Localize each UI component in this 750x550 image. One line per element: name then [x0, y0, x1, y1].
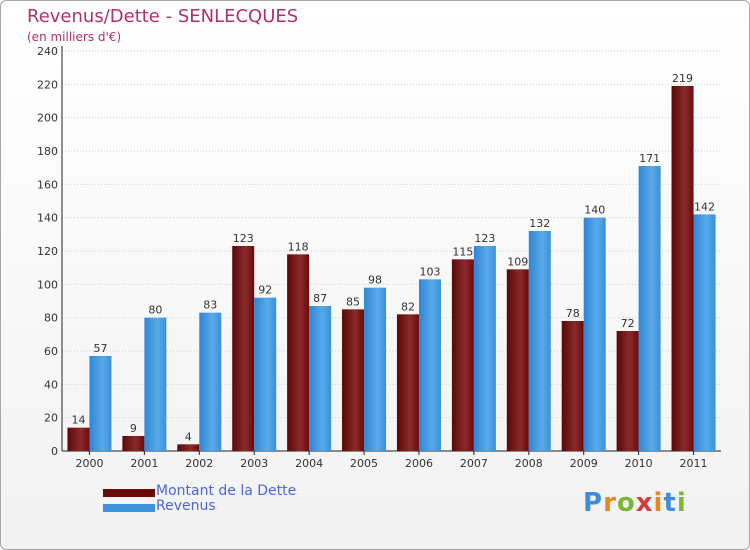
bar-dette — [671, 86, 694, 451]
data-label-dette: 82 — [401, 300, 415, 313]
x-tick-label: 2009 — [570, 457, 598, 470]
chart-title: Revenus/Dette - SENLECQUES — [27, 6, 299, 27]
data-label-dette: 123 — [233, 232, 254, 245]
data-label-dette: 109 — [507, 255, 528, 268]
bar-revenus — [89, 356, 112, 451]
x-tick-label: 2007 — [460, 457, 488, 470]
legend-label-revenus: Revenus — [156, 498, 216, 514]
data-label-dette: 4 — [185, 430, 192, 443]
y-tick-label: 200 — [37, 112, 58, 125]
legend-label-dette: Montant de la Dette — [156, 483, 297, 499]
bar-dette — [122, 436, 145, 451]
legend-swatch-dette — [103, 489, 155, 497]
x-tick-label: 2003 — [240, 457, 268, 470]
x-tick-label: 2001 — [130, 457, 158, 470]
x-tick-label: 2010 — [625, 457, 653, 470]
x-tick-label: 2000 — [75, 457, 103, 470]
y-tick-label: 100 — [37, 278, 58, 291]
x-tick-label: 2005 — [350, 457, 378, 470]
data-label-dette: 118 — [288, 240, 309, 253]
y-tick-label: 80 — [44, 312, 58, 325]
bar-dette — [561, 321, 584, 451]
bar-dette — [177, 444, 200, 451]
data-label-dette: 115 — [452, 245, 473, 258]
bar-revenus — [364, 287, 387, 451]
bar-dette — [232, 246, 255, 451]
data-label-revenus: 87 — [313, 292, 327, 305]
x-tick-label: 2006 — [405, 457, 433, 470]
bar-revenus — [309, 306, 332, 451]
x-tick-label: 2004 — [295, 457, 323, 470]
data-label-revenus: 142 — [694, 200, 715, 213]
bar-revenus — [693, 214, 716, 451]
bar-dette — [616, 331, 639, 451]
bar-revenus — [638, 166, 661, 451]
legend-swatch-revenus — [103, 504, 155, 512]
data-label-revenus: 123 — [474, 232, 495, 245]
y-tick-label: 180 — [37, 145, 58, 158]
y-tick-label: 60 — [44, 345, 58, 358]
data-label-revenus: 83 — [203, 299, 217, 312]
bar-revenus — [199, 312, 222, 451]
data-label-dette: 72 — [621, 317, 635, 330]
y-tick-label: 40 — [44, 378, 58, 391]
bar-revenus — [144, 317, 167, 451]
y-tick-label: 20 — [44, 412, 58, 425]
data-label-revenus: 171 — [639, 152, 660, 165]
data-label-revenus: 140 — [584, 204, 605, 217]
x-tick-label: 2008 — [515, 457, 543, 470]
y-tick-label: 140 — [37, 212, 58, 225]
data-label-revenus: 57 — [93, 342, 107, 355]
y-tick-label: 0 — [51, 445, 58, 458]
y-tick-label: 160 — [37, 178, 58, 191]
bar-dette — [396, 314, 419, 451]
y-tick-label: 220 — [37, 78, 58, 91]
bar-revenus — [418, 279, 441, 451]
x-tick-label: 2002 — [185, 457, 213, 470]
data-label-revenus: 92 — [258, 284, 272, 297]
bar-dette — [506, 269, 529, 451]
bar-revenus — [473, 246, 496, 451]
bar-dette — [342, 309, 365, 451]
bar-revenus — [528, 231, 551, 451]
bar-revenus — [254, 297, 277, 451]
data-label-dette: 219 — [672, 72, 693, 85]
y-tick-label: 240 — [37, 45, 58, 58]
bar-dette — [287, 254, 310, 451]
bar-dette — [451, 259, 474, 451]
data-label-revenus: 98 — [368, 274, 382, 287]
data-label-dette: 78 — [566, 307, 580, 320]
data-label-dette: 85 — [346, 295, 360, 308]
data-label-dette: 14 — [71, 414, 85, 427]
data-label-revenus: 103 — [419, 265, 440, 278]
data-label-revenus: 80 — [148, 304, 162, 317]
x-tick-label: 2011 — [680, 457, 708, 470]
chart-subtitle: (en milliers d'€) — [27, 30, 122, 44]
proxiti-logo: Proxiti — [583, 488, 687, 518]
bar-revenus — [583, 217, 606, 451]
data-label-revenus: 132 — [529, 217, 550, 230]
bar-chart: 0 20 40 60 80 100 120 140 160 180 200 220 240 2000 14 5… — [37, 45, 721, 470]
y-tick-label: 120 — [37, 245, 58, 258]
data-label-dette: 9 — [130, 422, 137, 435]
bar-dette — [67, 427, 90, 451]
